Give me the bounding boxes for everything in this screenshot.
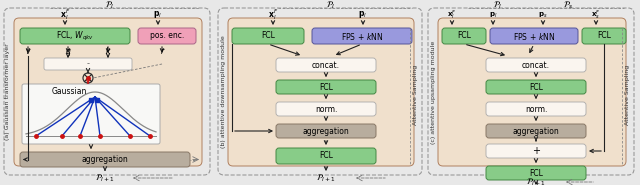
FancyBboxPatch shape [428,8,634,175]
Text: FCL: FCL [597,31,611,41]
Text: FCL: FCL [529,169,543,177]
Text: $\mathcal{P}_{l+1}$: $\mathcal{P}_{l+1}$ [95,172,115,184]
Text: Gaussian: Gaussian [52,87,88,95]
Text: $\mathbf{p}_l$: $\mathbf{p}_l$ [154,9,163,21]
Text: aggregation: aggregation [82,155,129,164]
FancyBboxPatch shape [486,124,586,138]
FancyBboxPatch shape [486,102,586,116]
Text: FPS + $k$NN: FPS + $k$NN [513,31,555,41]
Text: $\mathcal{P}_l$: $\mathcal{P}_l$ [106,0,115,11]
FancyBboxPatch shape [276,124,376,138]
FancyBboxPatch shape [20,28,130,44]
FancyBboxPatch shape [20,152,190,167]
Text: (a) Gaussian transformer layer: (a) Gaussian transformer layer [6,44,10,140]
Text: $\mathbf{p}_l$: $\mathbf{p}_l$ [358,9,367,21]
FancyBboxPatch shape [276,148,376,164]
Text: $\mathcal{P}_l$: $\mathcal{P}_l$ [326,0,335,11]
FancyBboxPatch shape [138,28,196,44]
FancyBboxPatch shape [14,18,202,166]
Text: $\mathbf{p}_s$: $\mathbf{p}_s$ [538,10,548,20]
Text: Attentive Sampling: Attentive Sampling [413,65,419,125]
Text: Attentive Sampling: Attentive Sampling [625,65,630,125]
Text: $\mathcal{P}_{l+1}$: $\mathcal{P}_{l+1}$ [316,172,336,184]
FancyBboxPatch shape [22,84,160,144]
Text: FCL, $W_{qkv}$: FCL, $W_{qkv}$ [56,29,94,43]
Text: $\mathcal{P}_s$: $\mathcal{P}_s$ [563,0,573,11]
Text: FPS + $k$NN: FPS + $k$NN [341,31,383,41]
Text: FCL: FCL [457,31,471,41]
Text: $\mathbf{x}_l^F$: $\mathbf{x}_l^F$ [447,8,457,22]
FancyBboxPatch shape [4,8,210,175]
FancyBboxPatch shape [228,18,414,166]
Text: FCL: FCL [319,83,333,92]
Text: v: v [26,48,30,56]
Text: concat.: concat. [312,60,340,70]
FancyBboxPatch shape [486,166,586,180]
Text: $\mathcal{P}_l$: $\mathcal{P}_l$ [493,0,502,11]
FancyBboxPatch shape [44,58,132,70]
FancyBboxPatch shape [486,80,586,94]
FancyBboxPatch shape [276,102,376,116]
FancyBboxPatch shape [218,8,422,175]
Text: +: + [532,146,540,156]
FancyBboxPatch shape [486,144,586,158]
FancyBboxPatch shape [276,58,376,72]
Text: norm.: norm. [315,105,337,114]
Text: k: k [106,48,110,56]
FancyBboxPatch shape [582,28,626,44]
Text: pos. enc.: pos. enc. [150,31,184,41]
Text: (b) attentive downsampling module: (b) attentive downsampling module [221,36,227,148]
Text: FCL: FCL [529,83,543,92]
Text: $\mathbf{x}_s^F$: $\mathbf{x}_s^F$ [591,8,601,22]
Text: $\mathcal{P}_{l+1}$: $\mathcal{P}_{l+1}$ [526,176,546,185]
FancyBboxPatch shape [490,28,578,44]
FancyBboxPatch shape [438,18,626,166]
Text: aggregation: aggregation [303,127,349,135]
FancyBboxPatch shape [486,58,586,72]
FancyBboxPatch shape [232,28,304,44]
Text: -: - [86,60,90,68]
Text: q: q [65,48,70,56]
Text: norm.: norm. [525,105,547,114]
Text: FCL: FCL [261,31,275,41]
FancyBboxPatch shape [276,80,376,94]
Text: FCL: FCL [319,152,333,161]
Text: r: r [161,48,164,56]
FancyBboxPatch shape [442,28,486,44]
Text: $\mathbf{x}_l^F$: $\mathbf{x}_l^F$ [60,8,70,22]
FancyBboxPatch shape [312,28,412,44]
Text: $\mathbf{p}_l$: $\mathbf{p}_l$ [489,10,497,20]
Text: $\mathbf{x}_l^F$: $\mathbf{x}_l^F$ [268,8,278,22]
Text: aggregation: aggregation [513,127,559,135]
Text: concat.: concat. [522,60,550,70]
Text: (c) attentive upsampling module: (c) attentive upsampling module [431,40,436,144]
